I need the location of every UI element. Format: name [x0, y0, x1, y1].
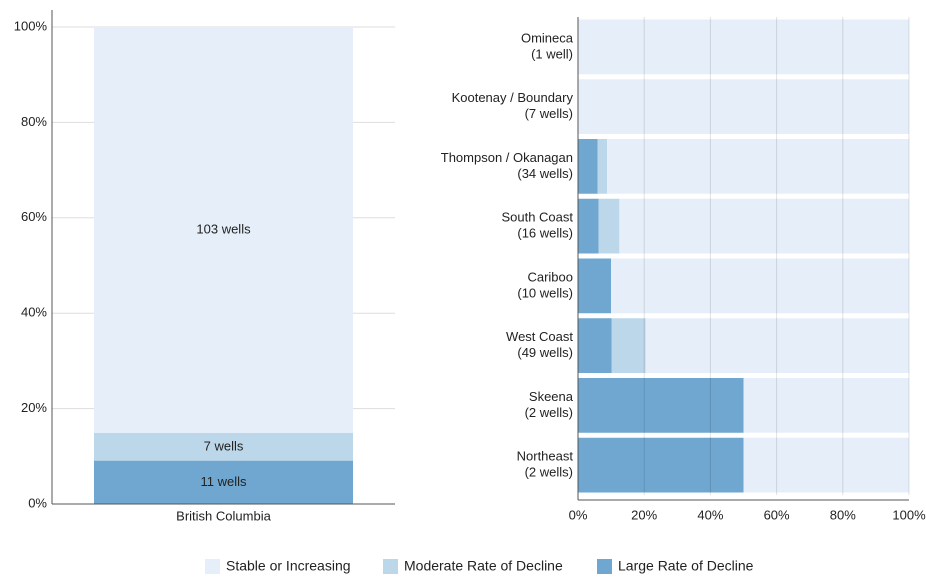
- y-tick-label: (2 wells): [525, 465, 573, 480]
- legend-label: Stable or Increasing: [226, 558, 351, 574]
- bar-segment: [578, 198, 599, 254]
- y-tick-label: West Coast: [506, 329, 573, 344]
- bar-segment: [94, 27, 353, 434]
- bar-segment: [607, 139, 909, 194]
- y-tick-label: 80%: [21, 114, 47, 129]
- bar-segment: [743, 378, 909, 433]
- bar-segment: [611, 258, 909, 314]
- bar-segment: [94, 433, 353, 461]
- x-tick-label: 40%: [697, 507, 723, 522]
- y-tick-label: (49 wells): [517, 345, 573, 360]
- y-tick-label: Thompson / Okanagan: [441, 150, 573, 165]
- legend-label: Moderate Rate of Decline: [404, 558, 563, 574]
- legend-swatch: [383, 559, 398, 574]
- x-tick-label: 20%: [631, 507, 657, 522]
- x-tick-label: British Columbia: [176, 508, 271, 523]
- bar-segment: [645, 318, 909, 373]
- y-tick-label: 100%: [14, 18, 48, 33]
- bar-segment: [578, 79, 909, 134]
- y-tick-label: (1 well): [531, 46, 573, 61]
- data-label: 11 wells: [200, 474, 247, 489]
- bar-segment: [619, 198, 909, 254]
- x-tick-label: 0%: [569, 507, 588, 522]
- y-tick-label: Cariboo: [527, 269, 573, 284]
- y-tick-label: 0%: [28, 495, 47, 510]
- y-tick-label: South Coast: [501, 210, 573, 225]
- y-tick-label: 20%: [21, 400, 47, 415]
- y-tick-label: (7 wells): [525, 106, 573, 121]
- y-tick-label: Kootenay / Boundary: [452, 90, 574, 105]
- legend-swatch: [597, 559, 612, 574]
- legend-label: Large Rate of Decline: [618, 558, 754, 574]
- bar-segment: [611, 318, 646, 373]
- bar-segment: [578, 19, 909, 75]
- y-tick-label: Omineca: [521, 30, 574, 45]
- y-tick-label: (16 wells): [517, 226, 573, 241]
- bar-segment: [578, 378, 744, 433]
- x-tick-label: 60%: [764, 507, 790, 522]
- y-tick-label: (34 wells): [517, 166, 573, 181]
- bar-segment: [597, 139, 608, 194]
- data-label: 103 wells: [196, 221, 251, 236]
- y-tick-label: 60%: [21, 209, 47, 224]
- bar-segment: [743, 437, 909, 493]
- legend-swatch: [205, 559, 220, 574]
- y-tick-label: 40%: [21, 305, 47, 320]
- data-label: 7 wells: [204, 438, 244, 453]
- bar-segment: [578, 437, 744, 493]
- bar-segment: [598, 198, 620, 254]
- y-tick-label: Skeena: [529, 389, 574, 404]
- x-tick-label: 100%: [892, 507, 926, 522]
- y-tick-label: (10 wells): [517, 285, 573, 300]
- bar-segment: [94, 460, 353, 504]
- y-tick-label: (2 wells): [525, 405, 573, 420]
- bar-segment: [578, 258, 612, 314]
- y-tick-label: Northeast: [517, 449, 574, 464]
- x-tick-label: 80%: [830, 507, 856, 522]
- bar-segment: [578, 139, 598, 194]
- bar-segment: [578, 318, 612, 373]
